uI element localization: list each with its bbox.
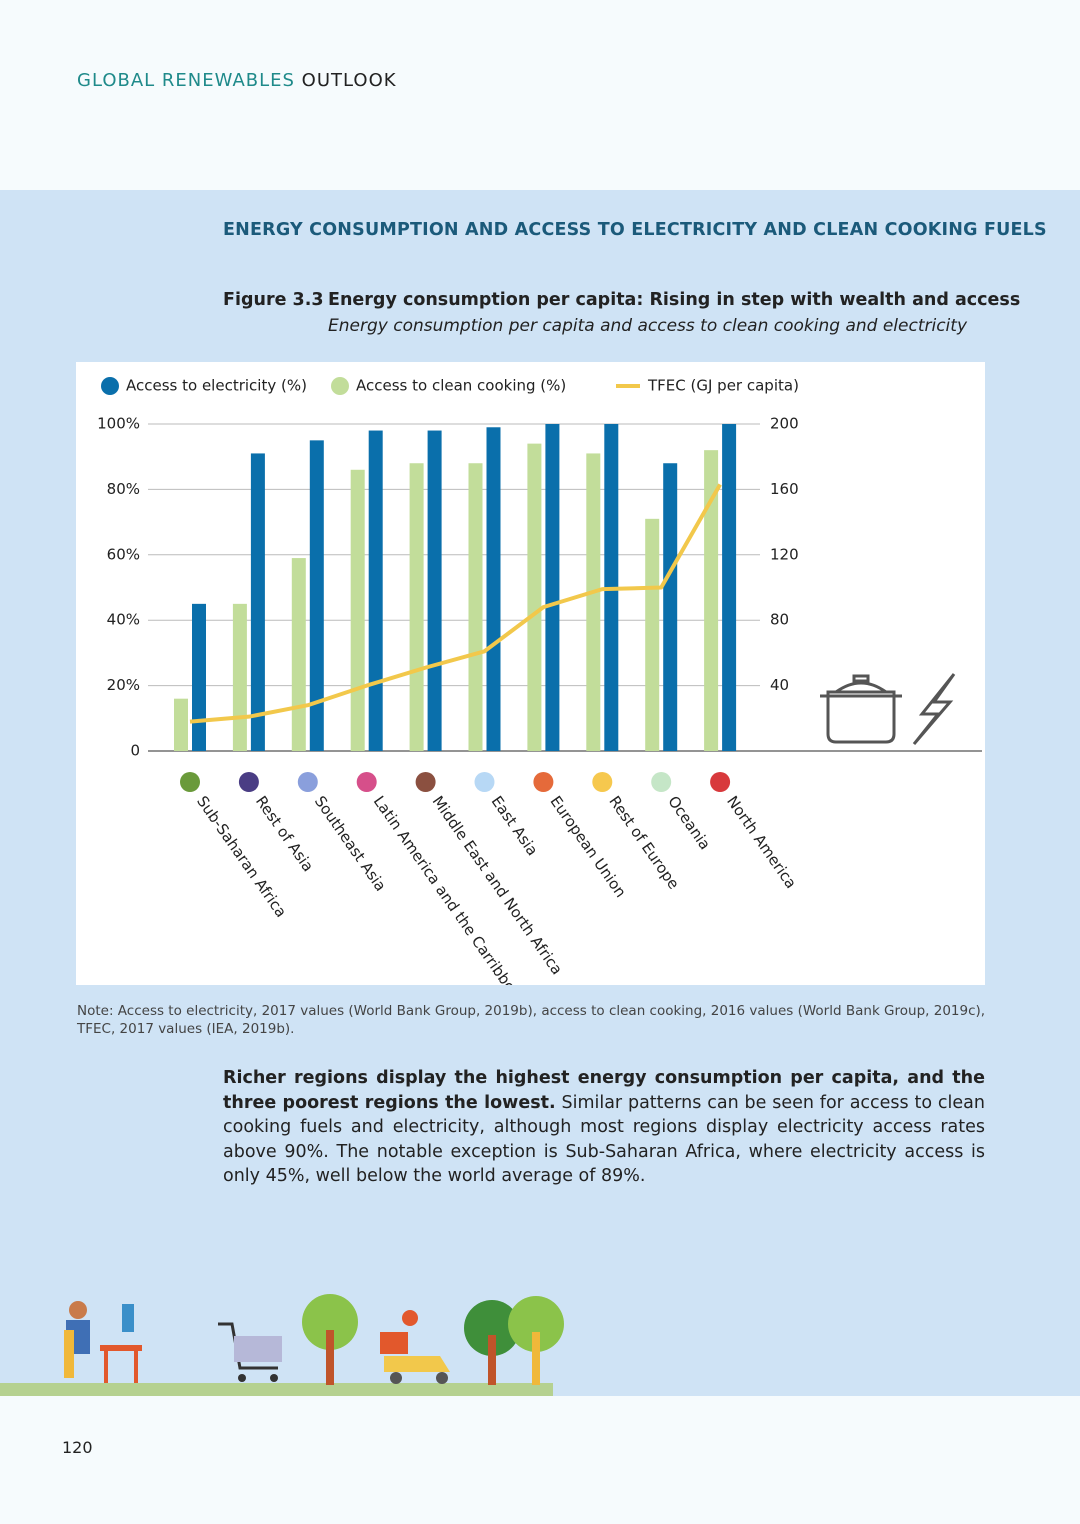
y-tick-label: 100%	[97, 415, 140, 433]
y2-tick-label: 80	[770, 611, 789, 629]
y-tick-label: 20%	[107, 676, 140, 694]
bar	[309, 440, 324, 751]
line-series	[189, 483, 722, 724]
y-tick-label: 0	[130, 742, 140, 760]
legend-swatch	[331, 377, 349, 395]
bar	[174, 698, 188, 751]
bar	[468, 463, 483, 751]
bar	[645, 518, 660, 751]
running-header: GLOBAL RENEWABLES OUTLOOK	[77, 70, 397, 91]
legend-label: Access to clean cooking (%)	[356, 377, 566, 395]
page-number: 120	[62, 1438, 93, 1457]
category-marker	[238, 772, 259, 792]
bar	[486, 427, 501, 751]
icons	[820, 673, 956, 745]
y-tick-label: 80%	[107, 480, 140, 498]
category-marker	[180, 772, 200, 792]
category-marker	[533, 772, 554, 792]
legend-label: TFEC (GJ per capita)	[647, 377, 799, 395]
bar	[232, 603, 247, 751]
category-marker	[356, 772, 377, 792]
legend-swatch	[101, 377, 119, 395]
y2-tick-label: 40	[770, 676, 789, 694]
figure-subtitle: Energy consumption per capita and access…	[328, 316, 968, 336]
bar	[704, 450, 719, 751]
y2-tick-label: 200	[770, 415, 799, 433]
figure-label: Figure 3.3	[223, 290, 324, 310]
chart: 020%40%60%80%100%4080120160200Sub-Sahara…	[76, 362, 985, 985]
y2-tick-label: 160	[770, 480, 799, 498]
y-tick-label: 60%	[107, 545, 140, 563]
note: Note: Access to electricity, 2017 values…	[77, 1003, 986, 1019]
bar	[722, 424, 737, 751]
body-paragraph: Richer regions display the highest energ…	[223, 1066, 985, 1189]
bar	[545, 424, 560, 751]
section-title: ENERGY CONSUMPTION AND ACCESS TO ELECTRI…	[223, 220, 1047, 240]
bar	[409, 463, 424, 751]
bar	[291, 558, 306, 751]
category-marker	[474, 772, 495, 792]
header-part: OUTLOOK	[301, 70, 397, 91]
bar	[427, 430, 442, 751]
note: TFEC, 2017 values (IEA, 2019b).	[77, 1021, 295, 1037]
body-text: Similar patterns can be seen for access …	[223, 1092, 985, 1187]
category-marker	[415, 772, 436, 792]
legend-label: Access to electricity (%)	[126, 377, 307, 395]
y-tick-label: 40%	[107, 611, 140, 629]
figure-title: Energy consumption per capita: Rising in…	[328, 290, 1021, 310]
illustration	[0, 1294, 564, 1396]
body-bold: Richer regions display the highest energ…	[223, 1068, 985, 1113]
category-marker	[297, 772, 318, 792]
header-part: GLOBAL RENEWABLES	[77, 70, 295, 91]
bar	[250, 453, 265, 751]
bar	[527, 443, 542, 751]
category-marker	[651, 772, 672, 792]
bar	[586, 453, 601, 751]
bar	[368, 430, 383, 751]
category-marker	[592, 772, 613, 792]
bar	[192, 603, 206, 751]
bar	[663, 463, 678, 751]
bar	[350, 469, 365, 751]
category-marker	[710, 772, 731, 792]
y2-tick-label: 120	[770, 545, 799, 563]
